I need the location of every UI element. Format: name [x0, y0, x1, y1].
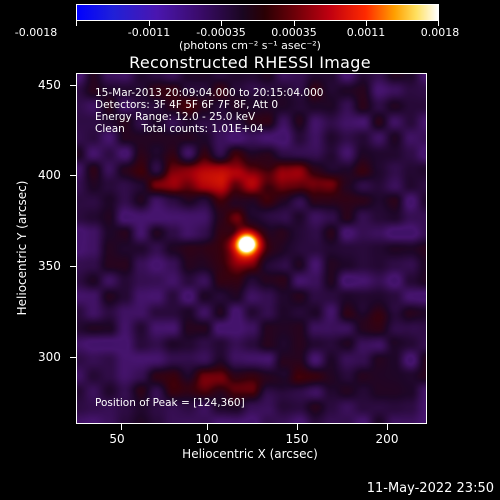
colorbar-tick [149, 21, 150, 26]
colorbar-label: -0.0011 [127, 26, 171, 39]
colorbar-tick [438, 21, 439, 26]
colorbar-tick [76, 21, 77, 26]
y-tick-label: 300 [38, 350, 61, 364]
x-tick-label: 200 [375, 432, 399, 446]
colorbar-label: -0.0018 [14, 26, 58, 39]
colorbar-units: (photons cm⁻² s⁻¹ asec⁻²) [179, 39, 321, 52]
x-tick-label: 100 [195, 432, 219, 446]
colorbar-label: 0.0011 [346, 26, 386, 39]
heatmap-canvas [77, 74, 426, 423]
image-plot[interactable]: 15-Mar-2013 20:09:04.000 to 20:15:04.000… [76, 73, 427, 424]
info-detectors: Detectors: 3F 4F 5F 6F 7F 8F, Att 0 [95, 99, 279, 111]
colorbar-label: 0.00035 [271, 26, 317, 39]
y-tick [70, 357, 76, 358]
info-clean-counts: Clean Total counts: 1.01E+04 [95, 123, 264, 135]
y-tick-label: 350 [38, 259, 61, 273]
info-time-range: 15-Mar-2013 20:09:04.000 to 20:15:04.000 [95, 87, 324, 99]
y-tick [70, 85, 76, 86]
x-tick [207, 424, 208, 430]
colorbar-label: 0.0018 [420, 26, 460, 39]
x-axis-label: Heliocentric X (arcsec) [182, 447, 318, 461]
y-tick-label: 400 [38, 168, 61, 182]
colorbar-tick [366, 21, 367, 26]
x-tick [297, 424, 298, 430]
image-title: Reconstructed RHESSI Image [129, 53, 371, 72]
y-axis-label: Heliocentric Y (arcsec) [15, 180, 29, 316]
y-tick [70, 175, 76, 176]
y-tick-label: 450 [38, 78, 61, 92]
x-tick-label: 50 [109, 432, 125, 446]
colorbar-tick [294, 21, 295, 26]
x-tick [121, 424, 122, 430]
info-energy-range: Energy Range: 12.0 - 25.0 keV [95, 111, 256, 123]
y-tick [70, 266, 76, 267]
x-tick-label: 150 [285, 432, 309, 446]
colorbar-tick [221, 21, 222, 26]
x-tick [387, 424, 388, 430]
colorbar [76, 4, 439, 21]
colorbar-label: -0.00035 [196, 26, 246, 39]
plot-timestamp: 11-May-2022 23:50 [366, 481, 494, 496]
peak-position: Position of Peak = [124,360] [95, 397, 245, 409]
